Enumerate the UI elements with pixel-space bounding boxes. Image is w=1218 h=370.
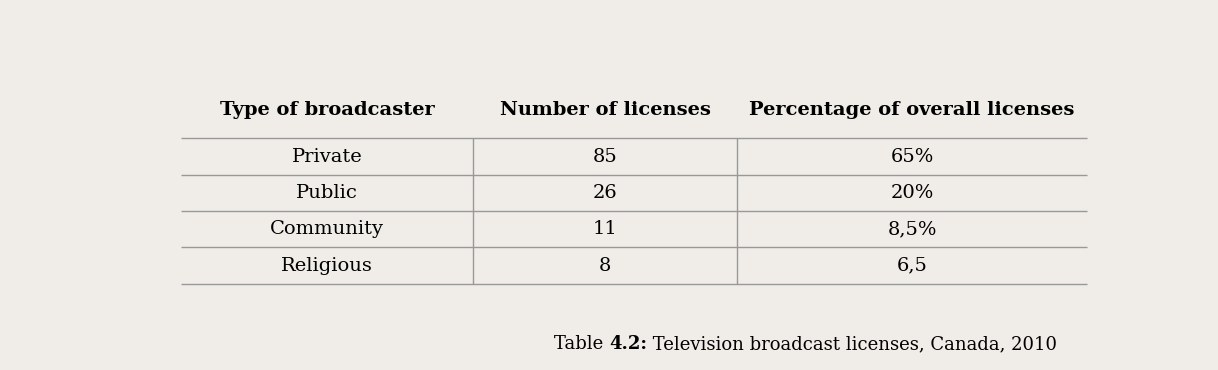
Text: 8: 8 xyxy=(599,256,611,275)
Text: Television broadcast licenses, Canada, 2010: Television broadcast licenses, Canada, 2… xyxy=(647,335,1057,353)
Text: Public: Public xyxy=(296,184,358,202)
Text: Private: Private xyxy=(291,148,362,166)
Text: Number of licenses: Number of licenses xyxy=(499,101,711,119)
Text: 6,5: 6,5 xyxy=(896,256,928,275)
Text: 8,5%: 8,5% xyxy=(888,220,937,238)
Text: Type of broadcaster: Type of broadcaster xyxy=(219,101,435,119)
Text: 65%: 65% xyxy=(890,148,934,166)
Text: Religious: Religious xyxy=(281,256,373,275)
Text: Table: Table xyxy=(554,335,609,353)
Text: 26: 26 xyxy=(593,184,618,202)
Text: 11: 11 xyxy=(593,220,618,238)
Text: Community: Community xyxy=(270,220,384,238)
Text: Percentage of overall licenses: Percentage of overall licenses xyxy=(749,101,1074,119)
Text: 85: 85 xyxy=(593,148,618,166)
Text: 4.2:: 4.2: xyxy=(609,335,647,353)
Text: 20%: 20% xyxy=(890,184,934,202)
